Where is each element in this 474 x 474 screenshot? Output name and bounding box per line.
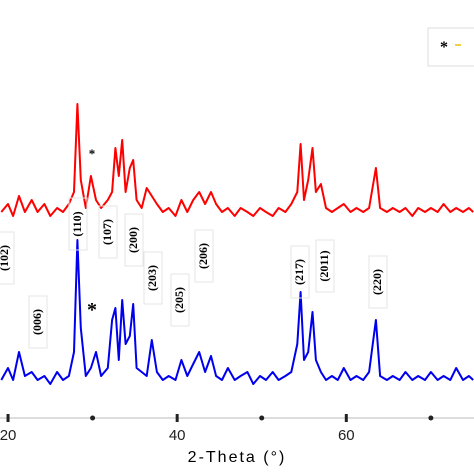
annotation-box xyxy=(98,205,118,259)
peak-marker: * xyxy=(89,146,96,161)
x-tick-label: 60 xyxy=(338,427,355,444)
annotation-box xyxy=(124,213,144,267)
annotation: (200) xyxy=(126,227,140,253)
legend-swatch xyxy=(455,44,461,46)
annotation: (203) xyxy=(145,265,159,291)
annotation: (110) xyxy=(70,211,84,236)
data-line xyxy=(0,239,474,385)
minor-tick xyxy=(428,415,434,421)
annotation: (206) xyxy=(196,243,210,269)
annotation: (205) xyxy=(172,287,186,313)
annotation: (220) xyxy=(370,269,384,295)
annotation-box xyxy=(194,229,214,283)
annotation-box xyxy=(368,255,388,309)
minor-tick xyxy=(90,415,96,421)
annotation-box xyxy=(28,295,48,349)
legend-label: * xyxy=(440,39,448,56)
annotation: (102) xyxy=(0,245,11,271)
x-axis-label: 2-Theta (°) xyxy=(188,449,287,466)
minor-tick xyxy=(259,415,265,421)
annotation: (2011) xyxy=(317,250,331,281)
annotation: (217) xyxy=(292,259,306,285)
x-tick-label: 20 xyxy=(0,427,16,444)
peak-marker: * xyxy=(87,299,97,321)
annotation-box xyxy=(315,239,335,293)
annotation-box xyxy=(290,245,310,299)
data-line xyxy=(0,103,474,217)
annotation: (107) xyxy=(100,219,114,245)
legend-box xyxy=(427,27,474,67)
annotation: (006) xyxy=(30,309,44,335)
annotation-box xyxy=(68,197,88,251)
x-tick-label: 40 xyxy=(169,427,186,444)
annotation-box xyxy=(143,251,163,305)
annotation-box xyxy=(0,231,15,285)
annotation-box xyxy=(170,273,190,327)
